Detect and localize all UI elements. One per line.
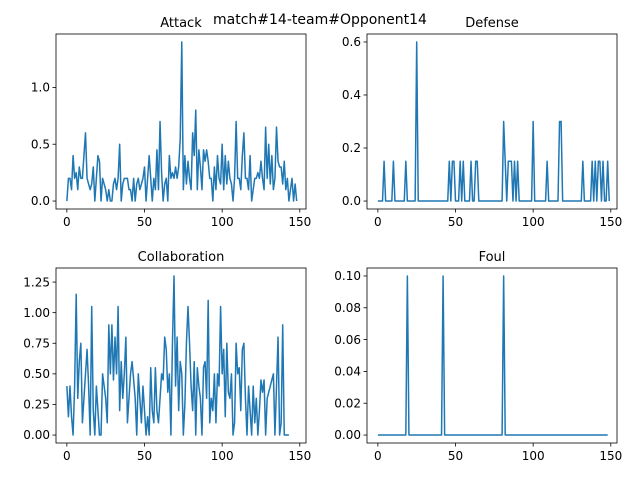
y-tick-label: 0.08 <box>334 301 361 315</box>
subplot-grid: Attack 0 50 100 150 0.0 0.5 1.0 Defense 0 50 100 150… <box>23 16 622 463</box>
x-tick-label: 150 <box>599 215 622 229</box>
series-line <box>66 41 298 202</box>
y-tick-label: 0.4 <box>342 88 361 102</box>
x-tick-label: 100 <box>211 449 234 463</box>
y-tick-label: 0.25 <box>23 398 50 412</box>
y-tick-label: 0.06 <box>334 333 361 347</box>
subplot-defense: Defense 0 50 100 150 0.0 0.2 0.4 0.6 <box>342 16 622 229</box>
x-tick-label: 50 <box>448 215 463 229</box>
x-tick-label: 150 <box>599 449 622 463</box>
x-tick-label: 50 <box>137 449 152 463</box>
y-tick-label: 1.00 <box>23 306 50 320</box>
y-tick-label: 0.00 <box>334 428 361 442</box>
x-tick-label: 100 <box>211 215 234 229</box>
axes-frame <box>55 267 307 444</box>
y-tick-label: 1.25 <box>23 275 50 289</box>
x-tick-label: 0 <box>374 449 382 463</box>
x-tick-label: 0 <box>374 215 382 229</box>
y-tick-label: 1.0 <box>31 81 50 95</box>
subplot-collaboration: Collaboration 0 50 100 150 0.00 0.25 0.50 0.75 1.… <box>23 250 311 463</box>
series-line <box>377 41 610 202</box>
y-tick-label: 0.5 <box>31 137 50 151</box>
y-tick-label: 0.10 <box>334 269 361 283</box>
y-tick-label: 0.75 <box>23 336 50 350</box>
y-tick-label: 0.0 <box>342 194 361 208</box>
x-tick-label: 50 <box>137 215 152 229</box>
figure-suptitle: match#14-team#Opponent14 <box>213 12 427 28</box>
y-tick-label: 0.0 <box>31 194 50 208</box>
subplot-title: Attack <box>160 16 202 31</box>
y-tick-label: 0.6 <box>342 35 361 49</box>
y-tick-label: 0.2 <box>342 141 361 155</box>
series-line <box>66 275 289 436</box>
x-tick-label: 0 <box>63 449 71 463</box>
subplot-title: Defense <box>465 16 519 31</box>
y-tick-label: 0.04 <box>334 365 361 379</box>
subplot-foul: Foul 0 50 100 150 0.00 0.02 0.04 0.06 0.08 0.10 <box>334 250 622 463</box>
x-tick-label: 150 <box>288 215 311 229</box>
axes-frame <box>55 33 307 210</box>
x-tick-label: 100 <box>522 449 545 463</box>
x-tick-label: 50 <box>448 449 463 463</box>
series-line <box>377 275 608 436</box>
x-tick-label: 150 <box>288 449 311 463</box>
subplot-title: Foul <box>479 250 506 265</box>
subplot-attack: Attack 0 50 100 150 0.0 0.5 1.0 <box>31 16 311 229</box>
axes-frame <box>366 33 618 210</box>
y-tick-label: 0.50 <box>23 367 50 381</box>
x-tick-label: 100 <box>522 215 545 229</box>
y-tick-label: 0.00 <box>23 428 50 442</box>
y-tick-label: 0.02 <box>334 396 361 410</box>
x-tick-label: 0 <box>63 215 71 229</box>
subplot-title: Collaboration <box>138 250 225 265</box>
axes-frame <box>366 267 618 444</box>
